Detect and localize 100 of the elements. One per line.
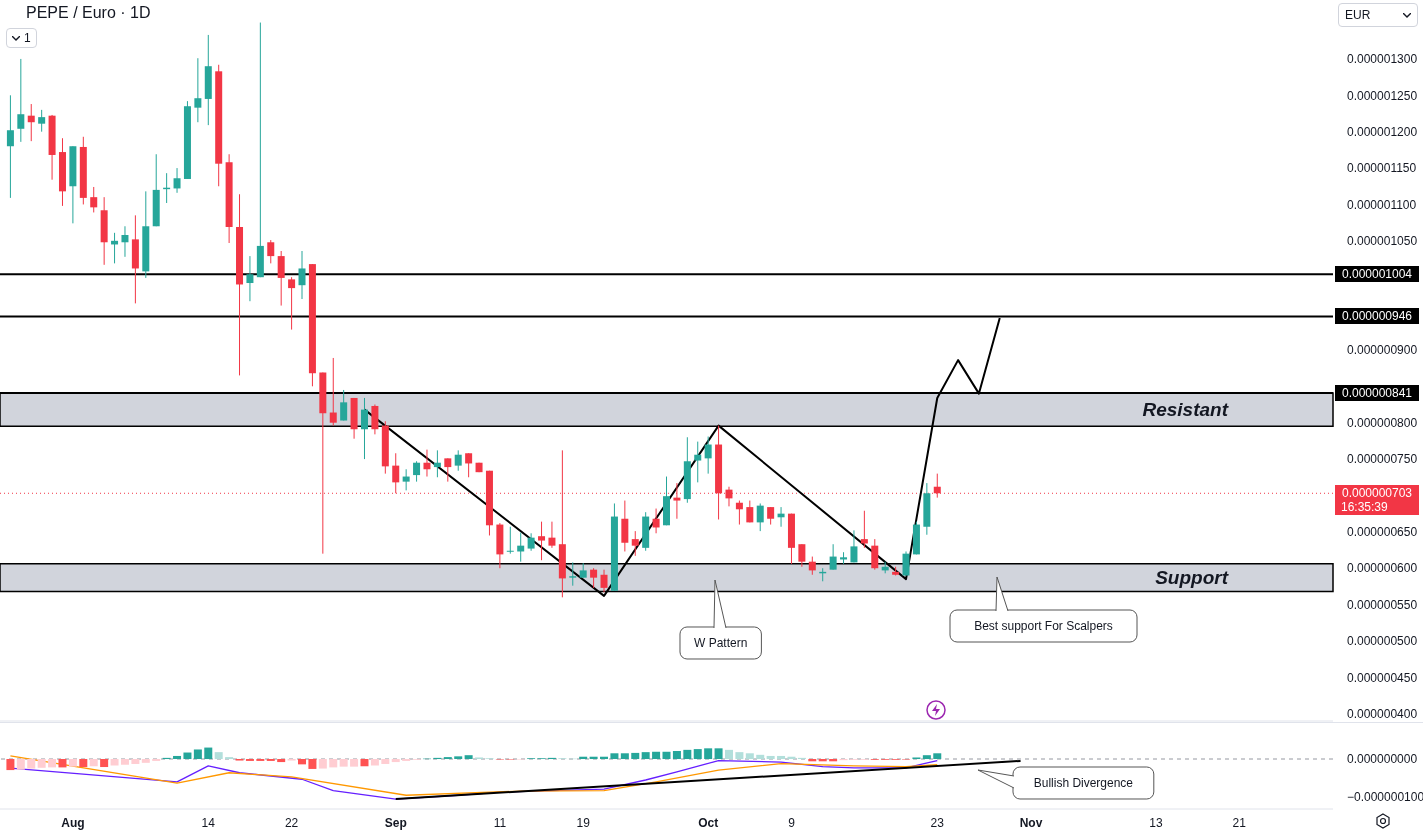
candlestick <box>756 502 764 532</box>
ref-line-label: 0.000000946 <box>1335 308 1419 325</box>
bar <box>610 753 619 760</box>
candlestick <box>298 250 306 300</box>
bar <box>756 754 765 760</box>
x-tick-label: 11 <box>493 816 507 830</box>
bar <box>110 759 119 766</box>
x-tick-label: 21 <box>1232 816 1247 830</box>
bar <box>766 755 775 760</box>
candlestick <box>6 94 14 199</box>
annotation: Best support For Scalpers <box>974 619 1113 633</box>
candlestick <box>402 468 410 491</box>
ref-line-label: 0.000000703 <box>1335 485 1419 502</box>
bar <box>652 751 661 760</box>
y-tick-label: 0.000000000 <box>1347 752 1418 767</box>
y-tick-label: 0.000000500 <box>1347 634 1418 649</box>
candlestick <box>548 521 556 549</box>
bar <box>464 755 473 760</box>
y-tick-label: 0.000000550 <box>1347 597 1418 612</box>
candlestick <box>423 449 431 478</box>
y-tick-label: 0.000000750 <box>1347 452 1418 467</box>
bar <box>79 759 88 768</box>
candlestick <box>371 404 379 435</box>
candlestick <box>600 569 608 593</box>
candlestick <box>538 521 546 561</box>
x-tick-label: 14 <box>201 816 216 830</box>
candlestick <box>329 357 337 427</box>
x-tick-label: Oct <box>698 816 719 830</box>
text: 16:35:39 <box>1335 500 1419 516</box>
candlestick <box>173 167 181 194</box>
candlestick <box>735 500 743 526</box>
candlestick <box>433 449 441 478</box>
candlestick <box>850 529 858 563</box>
bar <box>620 753 629 760</box>
bar <box>308 759 317 769</box>
bar <box>48 759 57 768</box>
bar <box>277 759 286 763</box>
annotation: W Pattern <box>694 636 748 650</box>
bar <box>922 755 931 760</box>
candlestick <box>652 508 660 534</box>
candlestick <box>465 452 473 478</box>
y-tick-label: 0.000000450 <box>1347 670 1418 685</box>
candlestick <box>121 225 129 258</box>
y-tick-label: 0.000001100 <box>1347 197 1417 212</box>
annotation: 1 <box>6 28 37 48</box>
bar <box>214 752 223 760</box>
y-tick-label: 0.000001200 <box>1347 124 1418 139</box>
candlestick <box>673 482 681 520</box>
candlestick <box>392 452 400 494</box>
bar <box>339 759 348 767</box>
candlestick <box>246 255 254 302</box>
y-tick-label: 0.000001250 <box>1347 88 1418 103</box>
candlestick <box>694 441 702 483</box>
bar <box>631 752 640 760</box>
x-tick-label: 19 <box>576 816 591 830</box>
candlestick <box>808 556 816 576</box>
bar <box>724 749 733 760</box>
candlestick <box>360 397 368 460</box>
bar <box>454 756 463 760</box>
bar <box>641 752 650 760</box>
y-tick-label: 0.000001150 <box>1347 161 1417 176</box>
bar <box>704 748 713 760</box>
candlestick <box>90 186 98 213</box>
x-tick-label: 9 <box>788 816 796 830</box>
y-tick-label: 0.000001050 <box>1347 234 1418 249</box>
candlestick <box>38 109 46 133</box>
bar <box>183 752 192 760</box>
candlestick <box>860 510 868 549</box>
bar <box>68 759 77 767</box>
y-tick-label: −0.000000100 <box>1347 790 1423 805</box>
x-tick-label: 22 <box>284 816 299 830</box>
y-tick-label: 0.000000900 <box>1347 343 1418 358</box>
bar <box>318 759 327 769</box>
bar <box>131 759 140 764</box>
bar <box>360 759 369 767</box>
candlestick <box>506 526 514 555</box>
candlestick <box>798 543 806 568</box>
x-tick-label: Aug <box>61 816 85 830</box>
x-tick-label: Nov <box>1019 816 1043 830</box>
bar <box>745 753 754 760</box>
bar <box>204 747 213 760</box>
bar <box>298 759 307 765</box>
candlestick <box>704 436 712 475</box>
bar <box>193 749 202 760</box>
annotation: Bullish Divergence <box>1033 776 1134 790</box>
x-tick-label: Sep <box>384 816 407 830</box>
bar <box>141 759 150 763</box>
candlestick <box>590 567 598 589</box>
candlestick <box>27 103 35 142</box>
bar <box>381 759 390 764</box>
bar <box>714 748 723 760</box>
candlestick <box>277 250 285 307</box>
bar <box>662 751 671 760</box>
bar <box>173 755 182 760</box>
candlestick <box>631 530 639 557</box>
speech-bubble: W Pattern <box>678 578 764 661</box>
y-tick-label: 0.000000800 <box>1347 415 1418 430</box>
candlestick <box>569 561 577 587</box>
y-tick-label: 0.000000400 <box>1347 706 1418 721</box>
bar <box>100 759 109 768</box>
